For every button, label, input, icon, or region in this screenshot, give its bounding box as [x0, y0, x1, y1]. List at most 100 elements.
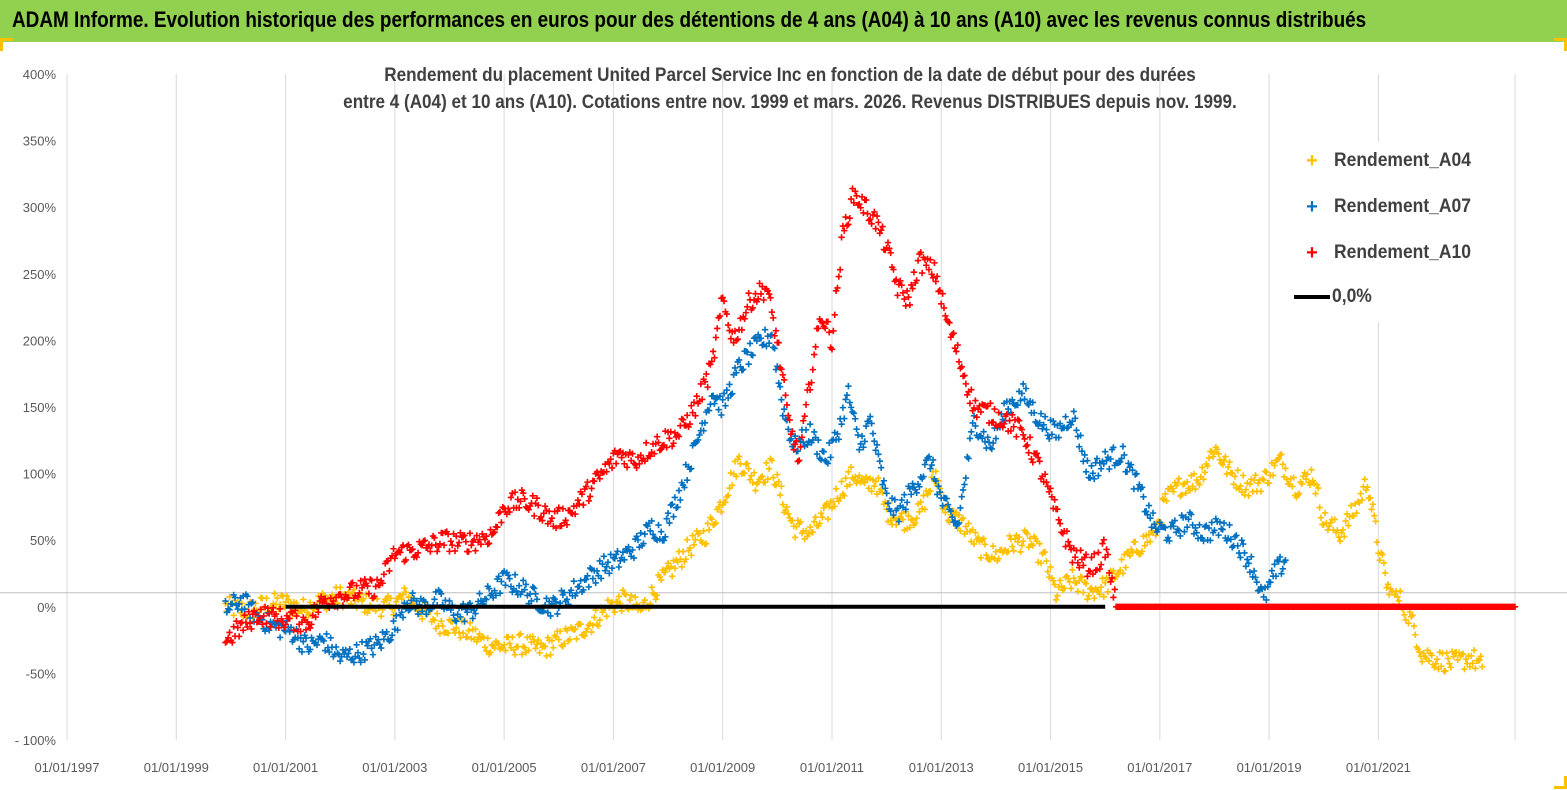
data-point — [802, 426, 810, 434]
data-point — [984, 434, 991, 441]
data-point — [1065, 538, 1072, 545]
data-point — [1237, 482, 1244, 490]
data-point — [1447, 664, 1454, 671]
data-point — [409, 589, 416, 597]
data-point — [352, 653, 359, 660]
data-point — [1201, 523, 1209, 531]
data-point — [466, 530, 474, 537]
data-point — [831, 503, 838, 510]
data-point — [521, 644, 528, 651]
data-point — [1372, 518, 1379, 525]
data-point — [1138, 548, 1146, 555]
data-point — [1000, 420, 1008, 428]
data-point — [320, 637, 328, 645]
data-point — [1037, 560, 1045, 567]
data-point — [435, 543, 442, 551]
data-point — [306, 599, 314, 606]
data-point — [1122, 564, 1129, 571]
data-point — [1469, 660, 1476, 667]
data-point — [596, 616, 603, 624]
x-tick-label: 01/01/2005 — [472, 760, 537, 775]
data-point — [466, 619, 474, 626]
data-point — [958, 493, 965, 500]
data-point — [1263, 596, 1270, 604]
data-point — [427, 548, 434, 555]
data-point — [556, 628, 564, 635]
data-point — [1162, 524, 1169, 531]
data-point — [734, 336, 741, 343]
data-point — [222, 597, 229, 605]
data-point — [1295, 490, 1303, 497]
data-point — [1014, 401, 1021, 409]
x-tick-label: 01/01/2011 — [800, 760, 864, 775]
data-point — [449, 541, 456, 549]
data-point — [226, 606, 233, 613]
data-point — [913, 515, 920, 522]
data-point — [1290, 474, 1297, 481]
data-point — [496, 589, 504, 597]
data-point — [337, 657, 344, 665]
data-point — [584, 572, 591, 579]
data-point — [1045, 488, 1053, 496]
data-point — [461, 532, 468, 539]
data-point — [547, 651, 554, 659]
data-point — [1080, 589, 1087, 596]
data-point — [1246, 480, 1254, 488]
data-point — [772, 327, 780, 334]
data-point — [393, 612, 400, 619]
data-point — [541, 502, 549, 510]
data-point — [617, 557, 624, 565]
data-point — [936, 287, 944, 294]
data-point — [483, 596, 490, 603]
data-point — [1339, 526, 1347, 533]
data-point — [1147, 514, 1154, 522]
data-point — [1013, 433, 1020, 440]
data-point — [1147, 538, 1154, 545]
data-point — [992, 435, 1000, 442]
data-point — [647, 453, 654, 460]
data-point — [858, 475, 866, 482]
data-point — [935, 483, 942, 490]
data-point — [871, 437, 878, 445]
data-point — [1166, 537, 1173, 545]
data-point — [961, 372, 968, 379]
data-point — [918, 269, 926, 277]
data-point — [361, 575, 368, 583]
data-point — [849, 408, 856, 416]
data-point — [1029, 459, 1036, 466]
data-point — [800, 417, 807, 424]
data-point — [733, 473, 740, 480]
data-point — [1223, 470, 1230, 478]
data-point — [630, 554, 638, 562]
data-point — [778, 366, 785, 373]
data-point — [1250, 476, 1258, 484]
data-point — [612, 551, 620, 558]
data-point — [658, 576, 665, 584]
data-point — [701, 419, 709, 426]
data-point — [995, 409, 1002, 416]
data-point — [872, 447, 879, 454]
data-point — [970, 540, 978, 548]
y-tick-label: 400% — [23, 67, 57, 82]
data-point — [1268, 567, 1276, 574]
data-point — [649, 531, 657, 538]
data-point — [505, 572, 512, 579]
data-point — [789, 517, 796, 524]
data-point — [666, 435, 673, 442]
data-point — [357, 659, 364, 666]
data-point — [1084, 457, 1091, 464]
data-point — [1089, 470, 1097, 477]
data-point — [637, 452, 644, 459]
data-point — [1177, 492, 1184, 500]
data-point — [929, 274, 937, 282]
data-point — [1110, 594, 1117, 601]
data-point — [1384, 581, 1392, 588]
data-point — [1257, 488, 1265, 495]
y-tick-label: 50% — [30, 533, 56, 548]
data-point — [830, 498, 837, 505]
data-point — [688, 465, 695, 472]
data-point — [1086, 474, 1094, 482]
data-point — [375, 636, 382, 643]
data-point — [491, 644, 498, 652]
data-point — [832, 485, 840, 493]
